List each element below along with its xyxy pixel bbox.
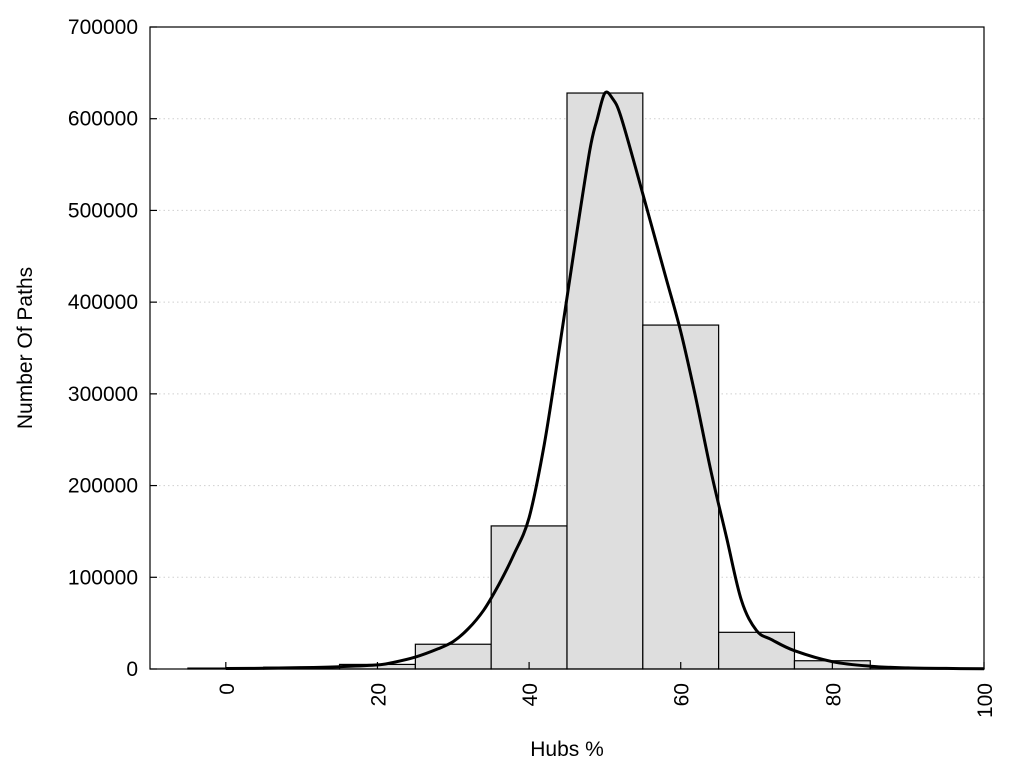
y-tick-label: 700000 bbox=[68, 16, 138, 39]
histogram-bar bbox=[642, 324, 720, 670]
y-tick-label: 600000 bbox=[68, 108, 138, 131]
y-tick-label: 500000 bbox=[68, 199, 138, 222]
x-tick-label: 20 bbox=[367, 683, 390, 706]
x-tick-label: 40 bbox=[519, 683, 542, 706]
x-tick-label: 100 bbox=[974, 683, 997, 718]
x-tick-label: 0 bbox=[216, 683, 239, 695]
histogram-bar bbox=[414, 643, 492, 670]
y-axis-title: Number Of Paths bbox=[14, 267, 37, 429]
x-tick-label: 80 bbox=[822, 683, 845, 706]
y-tick-label: 400000 bbox=[68, 291, 138, 314]
x-axis: 0 20 40 60 80 100 bbox=[216, 662, 997, 718]
plot-frame bbox=[149, 26, 985, 670]
histogram-bar bbox=[566, 92, 644, 670]
histogram-bar bbox=[490, 525, 568, 670]
x-tick-label: 60 bbox=[671, 683, 694, 706]
density-curve bbox=[225, 90, 985, 671]
y-tick-label: 200000 bbox=[68, 475, 138, 498]
x-axis-title: Hubs % bbox=[530, 738, 604, 761]
y-tick-label: 100000 bbox=[68, 566, 138, 589]
y-axis: 0 100000 200000 300000 400000 500000 600000 700… bbox=[68, 16, 157, 681]
y-tick-label: 300000 bbox=[68, 383, 138, 406]
y-tick-label: 0 bbox=[126, 658, 138, 681]
histogram-bar bbox=[718, 631, 796, 670]
